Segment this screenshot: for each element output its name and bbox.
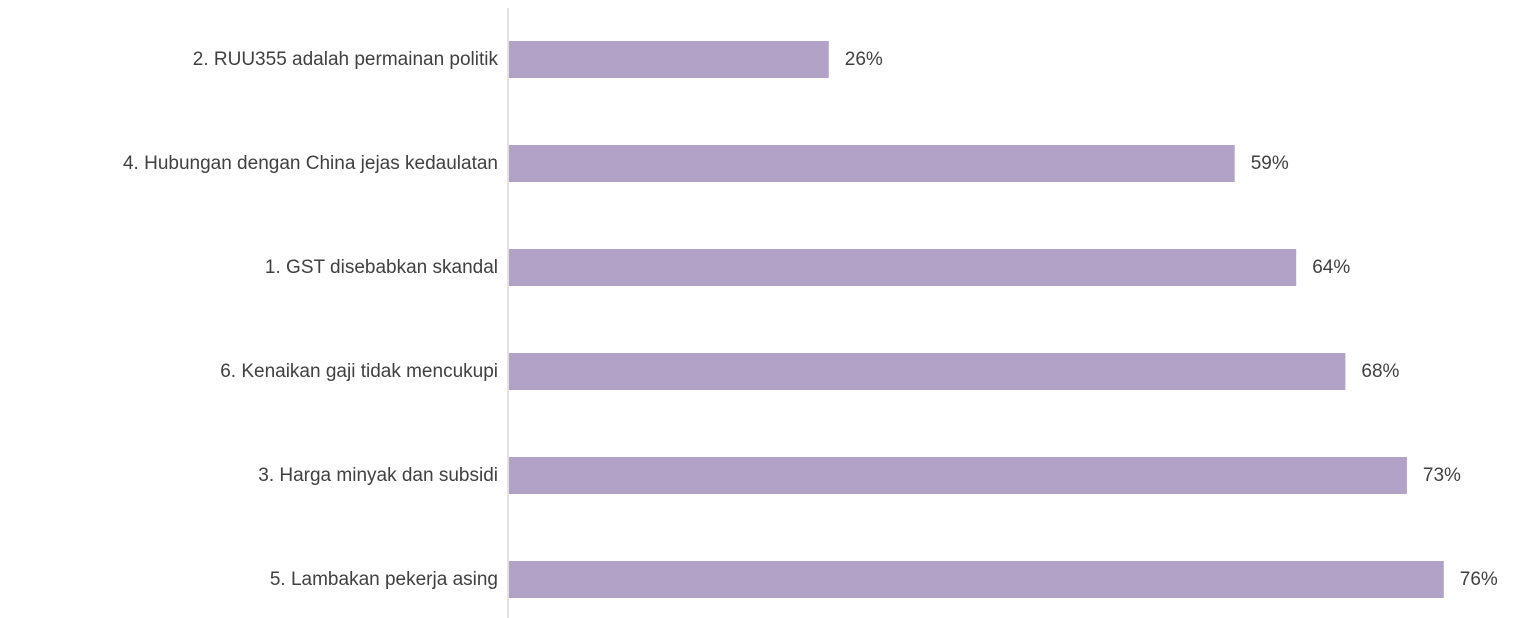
value-label: 73% (1423, 465, 1461, 486)
value-label: 26% (845, 49, 883, 70)
bar (509, 353, 1346, 390)
category-label: 5. Lambakan pekerja asing (270, 569, 498, 590)
bar (509, 249, 1297, 286)
value-label: 64% (1312, 257, 1350, 278)
value-label: 76% (1460, 569, 1498, 590)
category-label: 3. Harga minyak dan subsidi (258, 465, 498, 486)
labels-layer: 2. RUU355 adalah permainan politik 26% 4. … (123, 49, 1498, 590)
bar (509, 145, 1235, 182)
value-label: 59% (1251, 153, 1289, 174)
category-label: 2. RUU355 adalah permainan politik (193, 49, 499, 70)
value-label: 68% (1361, 361, 1399, 382)
bar (509, 41, 829, 78)
category-label: 4. Hubungan dengan China jejas kedaulata… (123, 153, 498, 174)
category-label: 6. Kenaikan gaji tidak mencukupi (220, 361, 498, 382)
bars-layer (509, 41, 1444, 598)
bar (509, 457, 1407, 494)
category-label: 1. GST disebabkan skandal (265, 257, 498, 278)
bar (509, 561, 1444, 598)
